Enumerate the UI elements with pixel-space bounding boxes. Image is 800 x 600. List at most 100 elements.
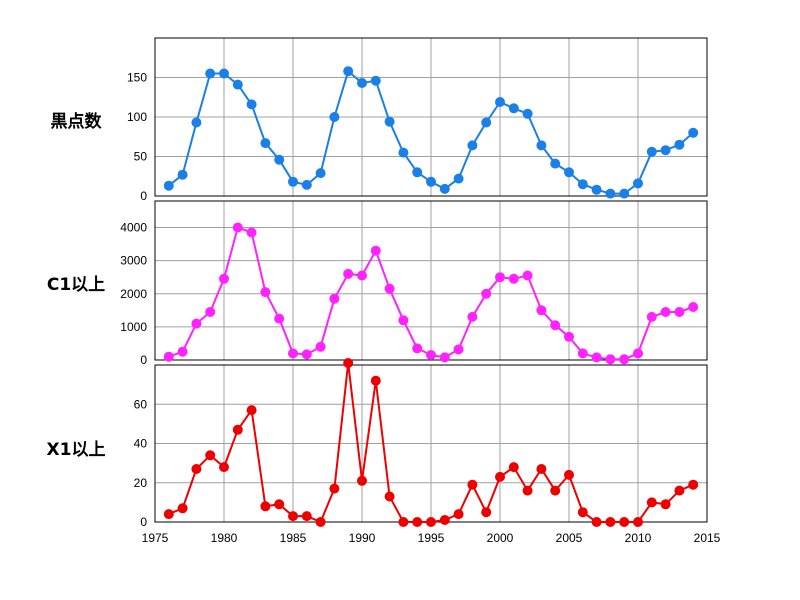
data-point bbox=[522, 485, 533, 496]
data-point bbox=[439, 183, 450, 194]
data-point bbox=[508, 462, 519, 473]
x-tick-label: 1990 bbox=[349, 531, 376, 545]
data-point bbox=[633, 517, 643, 527]
data-point bbox=[453, 173, 464, 184]
y-tick-label: 2000 bbox=[120, 287, 147, 301]
data-point bbox=[467, 311, 478, 322]
data-point bbox=[343, 358, 354, 368]
data-point bbox=[439, 515, 450, 525]
data-point bbox=[674, 485, 685, 496]
data-point bbox=[205, 450, 216, 461]
data-point bbox=[619, 188, 630, 199]
y-tick-label: 40 bbox=[134, 437, 148, 451]
data-point bbox=[246, 405, 257, 416]
data-point bbox=[246, 99, 257, 110]
data-point bbox=[205, 307, 216, 317]
data-point bbox=[191, 464, 202, 474]
data-point bbox=[508, 103, 519, 114]
data-point bbox=[439, 352, 450, 363]
data-point bbox=[605, 517, 616, 527]
data-point bbox=[674, 139, 685, 150]
data-point bbox=[633, 178, 643, 189]
data-point bbox=[412, 343, 423, 354]
data-point bbox=[329, 112, 340, 122]
x-tick-label: 2000 bbox=[487, 531, 514, 545]
x-tick-label: 1980 bbox=[211, 531, 238, 545]
x-tick-label: 2010 bbox=[625, 531, 652, 545]
data-point bbox=[660, 145, 671, 156]
x-tick-label: 1995 bbox=[418, 531, 445, 545]
data-point bbox=[260, 138, 271, 149]
data-point bbox=[591, 517, 602, 527]
data-point bbox=[357, 78, 367, 88]
data-point bbox=[591, 184, 602, 195]
data-point bbox=[260, 287, 271, 298]
data-point bbox=[467, 140, 478, 151]
data-point bbox=[564, 331, 574, 342]
data-point bbox=[564, 469, 574, 480]
data-point bbox=[315, 168, 326, 179]
data-point bbox=[191, 117, 202, 128]
data-point bbox=[370, 75, 381, 86]
data-point bbox=[522, 108, 533, 119]
data-point bbox=[163, 509, 174, 520]
data-point bbox=[536, 464, 547, 474]
data-point bbox=[232, 222, 243, 233]
data-point bbox=[453, 344, 464, 355]
data-point bbox=[481, 117, 492, 128]
data-point bbox=[301, 179, 312, 190]
data-point bbox=[577, 507, 588, 518]
data-point bbox=[591, 352, 602, 363]
y-tick-label: 0 bbox=[140, 189, 147, 203]
data-point bbox=[288, 348, 298, 359]
data-point bbox=[384, 283, 395, 294]
data-point bbox=[688, 127, 699, 138]
data-point bbox=[646, 497, 657, 508]
data-point bbox=[191, 318, 202, 329]
data-point bbox=[550, 158, 561, 169]
data-point bbox=[577, 179, 588, 190]
data-point bbox=[426, 350, 436, 360]
data-point bbox=[177, 346, 188, 357]
y-tick-label: 0 bbox=[140, 353, 147, 367]
data-point bbox=[467, 479, 478, 490]
data-point bbox=[205, 68, 216, 79]
y-tick-label: 0 bbox=[140, 515, 147, 529]
data-point bbox=[412, 517, 423, 527]
data-point bbox=[370, 245, 381, 256]
data-point bbox=[605, 354, 616, 365]
data-point bbox=[384, 491, 395, 502]
x-tick-label: 2005 bbox=[556, 531, 583, 545]
data-point bbox=[508, 273, 519, 284]
data-point bbox=[232, 424, 243, 435]
data-point bbox=[357, 475, 367, 486]
data-point bbox=[343, 66, 354, 77]
data-point bbox=[370, 375, 381, 386]
data-point bbox=[550, 320, 561, 331]
data-point bbox=[177, 503, 188, 514]
data-point bbox=[274, 154, 285, 165]
data-point bbox=[453, 509, 464, 520]
data-point bbox=[315, 517, 326, 527]
data-point bbox=[564, 167, 574, 178]
data-point bbox=[646, 311, 657, 322]
y-tick-label: 4000 bbox=[120, 221, 147, 235]
data-point bbox=[688, 479, 699, 490]
data-point bbox=[605, 188, 616, 199]
data-point bbox=[288, 176, 298, 187]
data-point bbox=[219, 462, 229, 473]
x-tick-label: 2015 bbox=[694, 531, 721, 545]
data-point bbox=[536, 305, 547, 316]
data-point bbox=[219, 273, 229, 284]
y-tick-label: 1000 bbox=[120, 320, 147, 334]
data-point bbox=[219, 68, 229, 79]
data-point bbox=[495, 272, 505, 283]
data-point bbox=[536, 140, 547, 151]
data-point bbox=[398, 147, 409, 158]
data-point bbox=[688, 302, 699, 312]
y-tick-label: 150 bbox=[127, 71, 147, 85]
data-point bbox=[246, 227, 257, 238]
data-point bbox=[481, 288, 492, 299]
y-axis-label: C1以上 bbox=[47, 275, 105, 295]
y-tick-label: 60 bbox=[134, 397, 148, 411]
